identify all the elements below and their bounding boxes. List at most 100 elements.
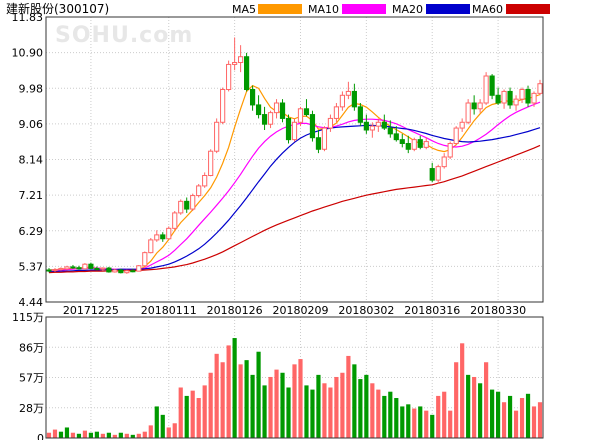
candle-body [220, 89, 226, 123]
volume-bar [202, 385, 207, 438]
candle-body [196, 185, 202, 197]
volume-bar [346, 355, 351, 438]
volume-bar [178, 387, 183, 438]
price-x-tick-label: 20180209 [272, 304, 328, 317]
volume-bar [196, 398, 201, 438]
candlestick [351, 83, 357, 111]
candlestick [166, 226, 172, 240]
volume-bar [478, 383, 483, 438]
volume-bar [166, 427, 171, 438]
candle-body [70, 266, 76, 269]
candle-body [531, 92, 537, 104]
volume-bar [136, 433, 141, 438]
candlestick [249, 85, 256, 111]
candle-body [172, 212, 178, 229]
candlestick [429, 162, 435, 183]
candle-body [519, 89, 525, 100]
candle-body [513, 98, 519, 106]
volume-bar [352, 364, 357, 438]
candle-body [285, 117, 292, 141]
price-y-tick-label: 9.06 [19, 118, 44, 131]
volume-bar [208, 372, 213, 438]
candle-body [435, 166, 441, 181]
candle-body [202, 175, 208, 187]
candle-body [46, 269, 52, 272]
candle-body [291, 121, 298, 141]
volume-bar [334, 376, 339, 438]
volume-bar [442, 391, 447, 438]
volume-bar [244, 360, 249, 438]
candle-body [459, 121, 465, 129]
candlestick [261, 106, 268, 130]
candlestick [405, 135, 411, 154]
candlestick [154, 230, 160, 242]
volume-bar [304, 385, 309, 438]
candle-body [423, 141, 429, 148]
candlestick [453, 126, 459, 146]
candlestick [393, 126, 399, 142]
candlestick [88, 262, 94, 269]
candle-body [88, 263, 94, 269]
candlestick [285, 114, 292, 144]
legend-label-ma20: MA20 [392, 3, 423, 16]
candlestick [238, 45, 244, 73]
candlestick [489, 74, 495, 100]
volume-bar [142, 431, 147, 438]
candle-body [58, 267, 64, 271]
volume-bar [100, 433, 105, 438]
volume-bar [268, 376, 273, 438]
candlestick [441, 153, 447, 169]
candlestick [214, 118, 220, 154]
candlestick [291, 118, 298, 142]
candle-body [249, 89, 256, 106]
candlestick [273, 99, 280, 119]
candle-body [321, 127, 328, 150]
volume-bar [184, 395, 189, 438]
volume-bar [358, 379, 363, 438]
volume-y-tick-label: 86万 [19, 341, 44, 354]
candlestick [226, 60, 232, 92]
volume-bar [226, 345, 231, 438]
candle-body [489, 75, 495, 96]
candlestick [142, 251, 148, 267]
candle-body [441, 156, 447, 168]
candlestick [447, 141, 453, 159]
candlestick [184, 197, 190, 213]
candle-body [273, 102, 280, 114]
candlestick [100, 267, 106, 272]
price-x-tick-label: 20180316 [404, 304, 460, 317]
candlestick [537, 79, 543, 96]
volume-bar [513, 410, 519, 438]
candlestick [136, 264, 142, 272]
volume-bar [298, 359, 303, 438]
candle-body [178, 200, 184, 214]
candle-body [465, 102, 471, 123]
candlestick [220, 87, 226, 125]
volume-bar [250, 374, 255, 438]
volume-bar [322, 383, 327, 438]
candle-body [279, 102, 286, 119]
volume-bar [238, 364, 243, 438]
candle-body [417, 139, 423, 148]
volume-bar [430, 414, 435, 438]
volume-bar [130, 434, 135, 438]
candle-body [483, 75, 489, 104]
candlestick [64, 265, 70, 271]
volume-bar [262, 385, 267, 438]
volume-bar [328, 387, 333, 438]
volume-panel: 115万 86万 57万 28万 0 [12, 311, 544, 440]
candle-body [399, 139, 405, 144]
volume-bar [472, 376, 477, 438]
volume-bar [52, 429, 58, 438]
volume-bar [310, 389, 315, 438]
candle-body [351, 90, 357, 108]
candlestick [172, 210, 178, 231]
volume-y-tick-label: 0 [37, 432, 44, 440]
volume-bar [58, 431, 64, 438]
candle-body [154, 234, 160, 241]
candlestick [112, 268, 118, 273]
volume-bar [76, 433, 82, 438]
legend-label-ma5: MA5 [232, 3, 256, 16]
candlestick [208, 149, 214, 177]
